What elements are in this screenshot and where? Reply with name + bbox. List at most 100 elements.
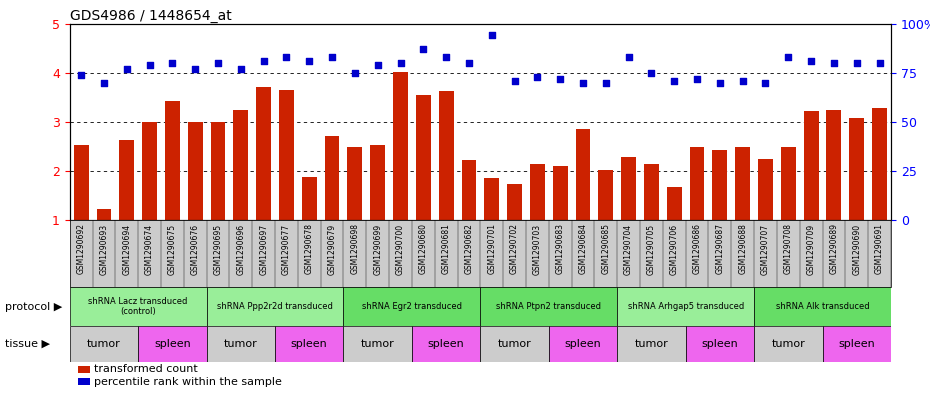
Bar: [119, 140, 134, 220]
Point: [507, 77, 522, 84]
Text: GSM1290689: GSM1290689: [830, 223, 839, 274]
Bar: [70, 287, 206, 326]
Bar: [439, 91, 454, 220]
Point: [644, 70, 658, 76]
Bar: [275, 326, 343, 362]
Text: GSM1290702: GSM1290702: [510, 223, 519, 274]
Text: transformed count: transformed count: [94, 364, 198, 374]
Bar: [393, 72, 408, 220]
Bar: [827, 110, 842, 220]
Bar: [849, 118, 864, 220]
Bar: [549, 326, 618, 362]
Point: [621, 54, 636, 60]
Text: tumor: tumor: [634, 339, 669, 349]
Bar: [165, 101, 179, 220]
Point: [393, 60, 408, 66]
Bar: [667, 187, 682, 220]
Point: [485, 32, 499, 39]
Text: GSM1290683: GSM1290683: [556, 223, 565, 274]
Point: [690, 75, 705, 82]
Text: spleen: spleen: [701, 339, 738, 349]
Text: tumor: tumor: [771, 339, 805, 349]
Bar: [370, 145, 385, 220]
Text: GSM1290680: GSM1290680: [418, 223, 428, 274]
Point: [712, 79, 727, 86]
Text: GSM1290700: GSM1290700: [396, 223, 405, 275]
Text: GSM1290696: GSM1290696: [236, 223, 246, 275]
Point: [188, 66, 203, 72]
Text: spleen: spleen: [154, 339, 191, 349]
Point: [804, 58, 818, 64]
Bar: [461, 160, 476, 220]
Bar: [188, 122, 203, 220]
Point: [256, 58, 271, 64]
Bar: [343, 287, 480, 326]
Text: GSM1290685: GSM1290685: [602, 223, 610, 274]
Text: GSM1290701: GSM1290701: [487, 223, 497, 274]
Bar: [70, 326, 139, 362]
Text: GSM1290706: GSM1290706: [670, 223, 679, 275]
Point: [119, 66, 134, 72]
Point: [872, 60, 887, 66]
Bar: [530, 163, 545, 220]
Bar: [206, 326, 275, 362]
Text: GSM1290694: GSM1290694: [122, 223, 131, 275]
Text: GSM1290699: GSM1290699: [373, 223, 382, 275]
Bar: [325, 136, 339, 220]
Bar: [485, 178, 499, 220]
Point: [598, 79, 613, 86]
Point: [849, 60, 864, 66]
Text: tumor: tumor: [498, 339, 531, 349]
Point: [73, 72, 88, 78]
Bar: [754, 326, 822, 362]
Text: tissue ▶: tissue ▶: [5, 339, 49, 349]
Point: [325, 54, 339, 60]
Bar: [210, 122, 225, 220]
Bar: [139, 326, 206, 362]
Point: [165, 60, 179, 66]
Bar: [822, 326, 891, 362]
Text: shRNA Alk transduced: shRNA Alk transduced: [776, 302, 870, 311]
Text: GSM1290705: GSM1290705: [647, 223, 656, 275]
Bar: [302, 177, 317, 220]
Point: [576, 79, 591, 86]
Bar: [206, 287, 343, 326]
Point: [142, 62, 157, 68]
Bar: [233, 110, 248, 220]
Text: shRNA Arhgap5 transduced: shRNA Arhgap5 transduced: [628, 302, 744, 311]
Bar: [685, 326, 754, 362]
Point: [439, 54, 454, 60]
Bar: [644, 163, 658, 220]
Text: spleen: spleen: [565, 339, 602, 349]
Bar: [690, 147, 704, 220]
Bar: [758, 159, 773, 220]
Text: spleen: spleen: [428, 339, 464, 349]
Text: GSM1290704: GSM1290704: [624, 223, 633, 275]
Text: GSM1290692: GSM1290692: [76, 223, 86, 274]
Text: tumor: tumor: [87, 339, 121, 349]
Point: [97, 79, 112, 86]
Text: shRNA Ptpn2 transduced: shRNA Ptpn2 transduced: [497, 302, 602, 311]
Bar: [754, 287, 891, 326]
Text: GDS4986 / 1448654_at: GDS4986 / 1448654_at: [70, 9, 232, 22]
Bar: [781, 147, 796, 220]
Bar: [142, 122, 157, 220]
Point: [370, 62, 385, 68]
Bar: [872, 108, 887, 220]
Bar: [78, 365, 90, 373]
Text: GSM1290674: GSM1290674: [145, 223, 154, 275]
Bar: [416, 95, 431, 220]
Point: [279, 54, 294, 60]
Point: [210, 60, 225, 66]
Text: GSM1290684: GSM1290684: [578, 223, 588, 274]
Text: GSM1290695: GSM1290695: [214, 223, 222, 275]
Bar: [552, 166, 567, 220]
Text: percentile rank within the sample: percentile rank within the sample: [94, 376, 283, 387]
Bar: [618, 287, 754, 326]
Text: GSM1290675: GSM1290675: [168, 223, 177, 275]
Bar: [257, 87, 271, 220]
Text: GSM1290678: GSM1290678: [305, 223, 313, 274]
Text: GSM1290697: GSM1290697: [259, 223, 268, 275]
Text: GSM1290709: GSM1290709: [806, 223, 816, 275]
Bar: [480, 287, 618, 326]
